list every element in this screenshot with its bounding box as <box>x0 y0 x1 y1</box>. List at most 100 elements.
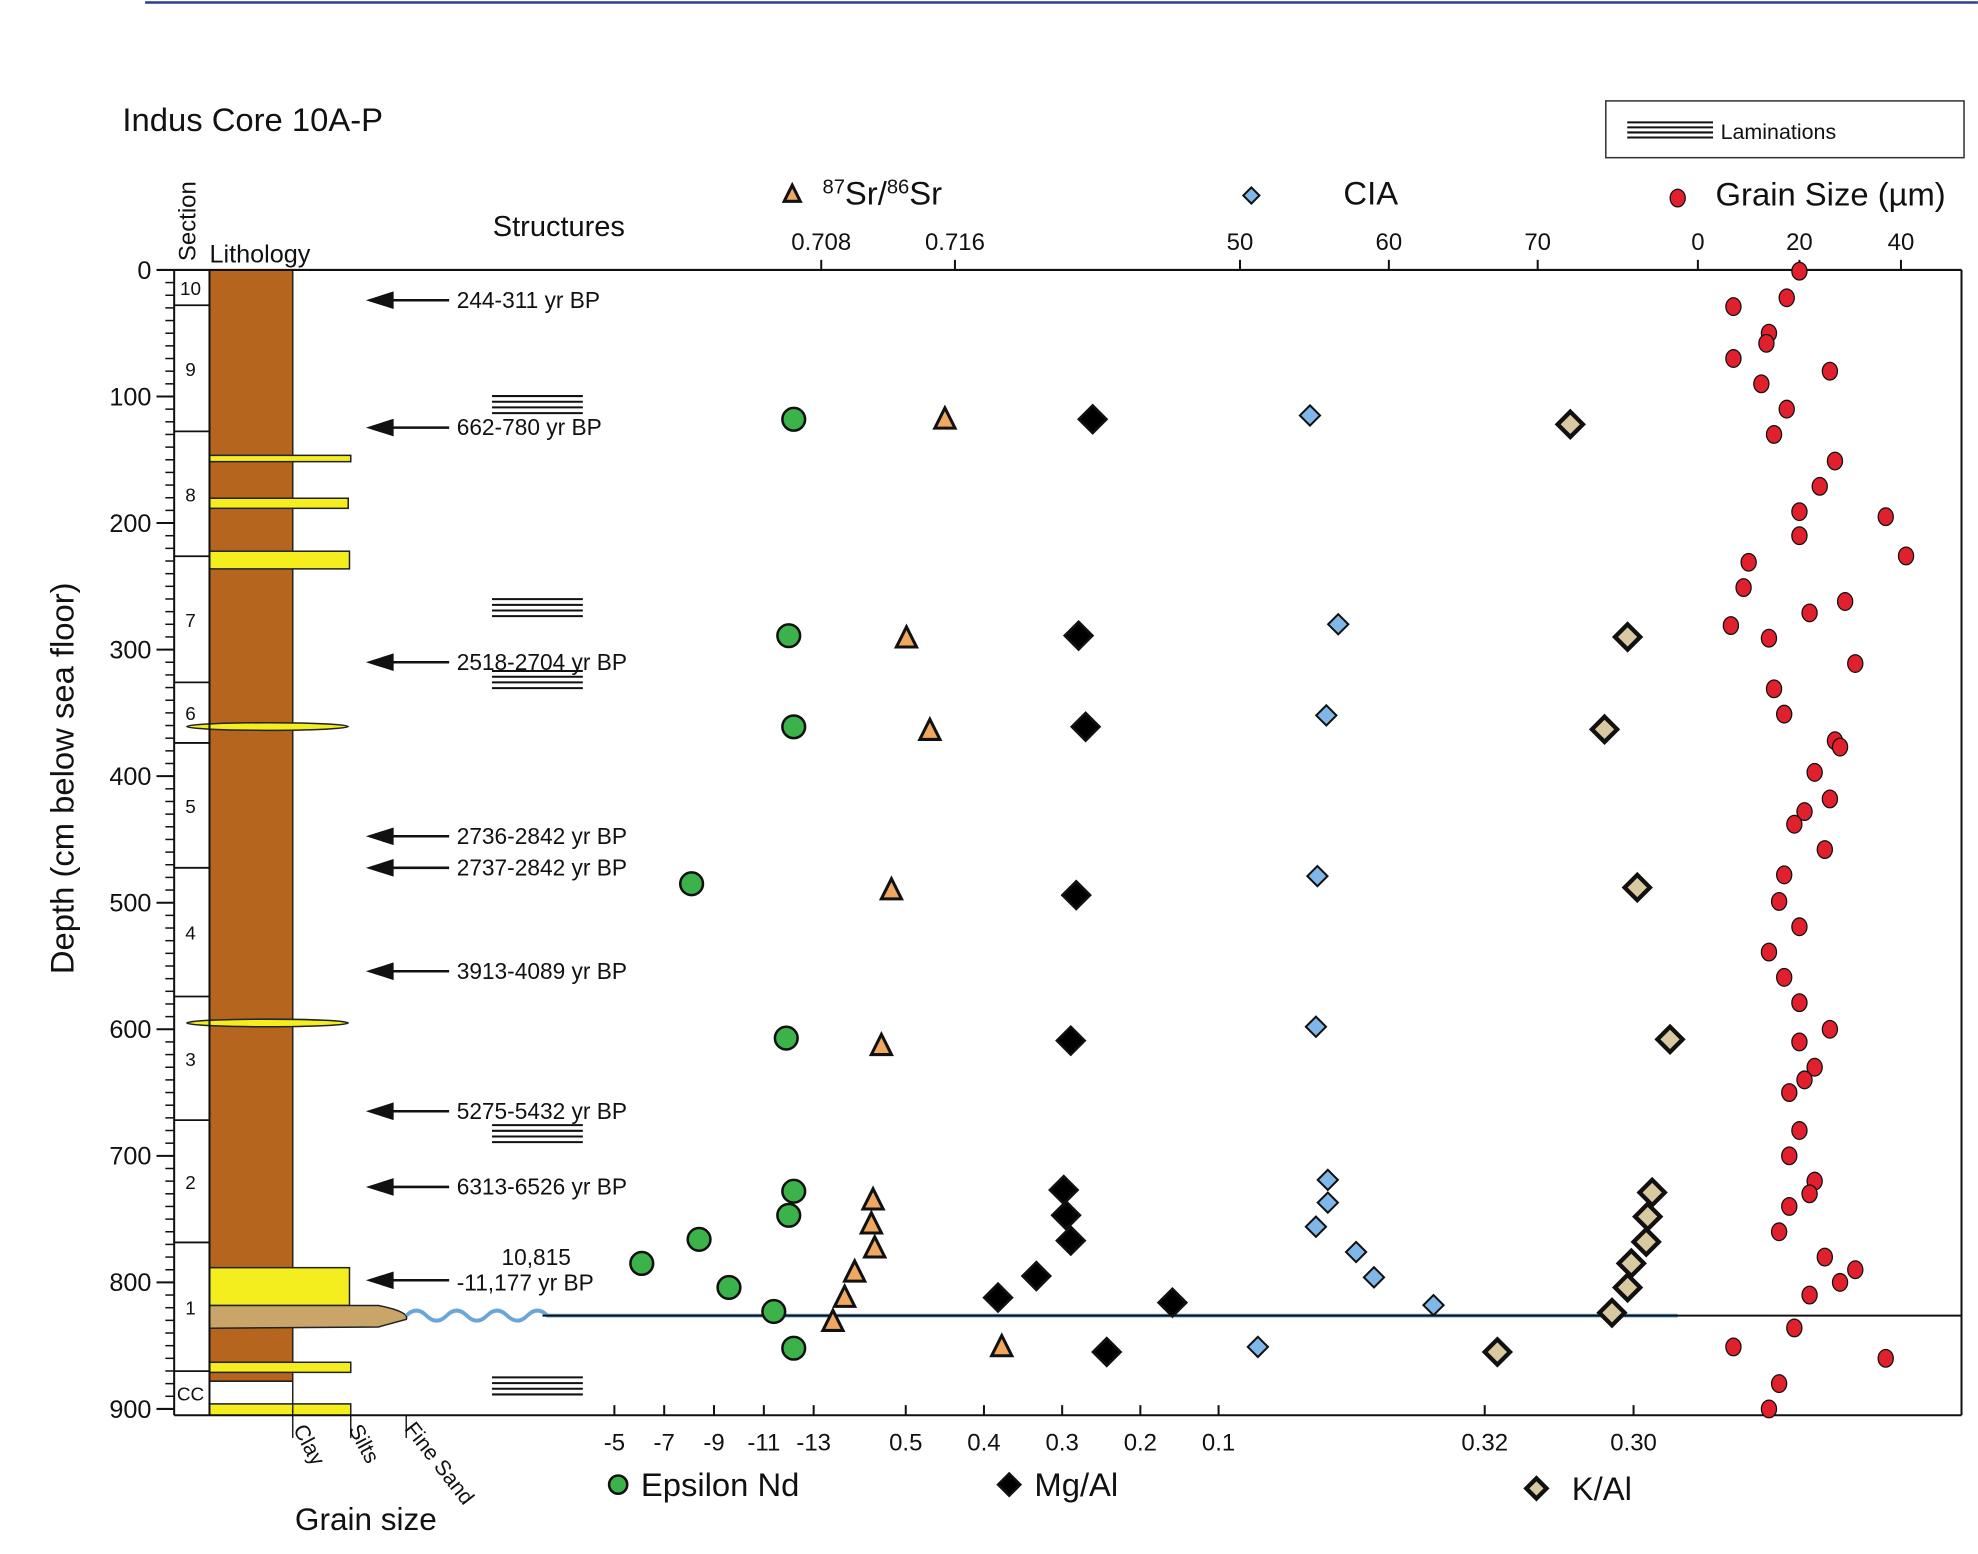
point <box>868 1030 894 1057</box>
point <box>1796 802 1813 822</box>
point <box>1831 1272 1849 1292</box>
point <box>776 1202 802 1228</box>
legend-label-part: Sr <box>909 174 942 211</box>
point <box>1304 1215 1328 1239</box>
x-tick-label: 0.2 <box>1124 1430 1157 1457</box>
legend-box <box>1605 100 1965 159</box>
x-tick-label: 40 <box>1888 229 1915 256</box>
point <box>1632 1200 1664 1233</box>
point <box>1630 1226 1662 1258</box>
section-label: 5 <box>185 797 196 818</box>
point <box>773 1025 799 1051</box>
point <box>1775 967 1793 987</box>
point <box>1725 349 1742 368</box>
point <box>1735 578 1752 598</box>
point <box>1877 507 1894 527</box>
point <box>1362 1265 1386 1289</box>
point <box>1740 552 1757 572</box>
point <box>1877 1348 1894 1368</box>
y-tick-label: 700 <box>109 1143 151 1171</box>
point <box>1344 1240 1368 1264</box>
point <box>1801 1184 1818 1204</box>
point <box>893 623 920 649</box>
point <box>1791 993 1808 1013</box>
point <box>1811 476 1828 496</box>
age-label: 662-780 yr BP <box>457 414 602 440</box>
legend-label: Mg/Al <box>1034 1466 1118 1503</box>
section-label: 10 <box>180 279 201 300</box>
x-tick-label: 0 <box>1691 229 1704 256</box>
x-tick-label: 0.3 <box>1046 1430 1079 1457</box>
point <box>1156 1286 1189 1319</box>
section-label: 2 <box>185 1173 196 1194</box>
point <box>820 1306 846 1332</box>
point <box>1421 1293 1446 1317</box>
point <box>1077 403 1109 435</box>
x-tick-label: -9 <box>703 1430 724 1457</box>
legend-marker <box>781 181 803 203</box>
y-tick-label: 300 <box>109 636 151 664</box>
age-arrowhead <box>365 1178 394 1196</box>
section-label: 4 <box>185 924 196 945</box>
x-tick-label: 0.708 <box>791 229 851 256</box>
point <box>982 1281 1014 1314</box>
point <box>1791 1121 1808 1140</box>
point <box>1801 1285 1818 1305</box>
legend-label: 87Sr/86Sr <box>823 174 943 211</box>
point <box>1062 620 1095 652</box>
age-arrowhead <box>365 858 394 877</box>
point <box>781 1335 807 1361</box>
section-header: Section <box>175 181 202 261</box>
age-arrowhead <box>365 1102 394 1121</box>
point <box>781 714 807 740</box>
lamination-symbol <box>1627 121 1714 139</box>
section-label: 6 <box>185 704 196 725</box>
y-tick-label: 900 <box>109 1396 151 1424</box>
point <box>1725 1337 1742 1357</box>
x-tick-label: 0.716 <box>925 229 985 256</box>
point <box>1020 1260 1053 1292</box>
point <box>1615 1247 1647 1280</box>
point <box>1246 1335 1270 1359</box>
point <box>1314 703 1338 727</box>
point <box>1091 1336 1123 1368</box>
legend-label-part: Sr/ <box>845 174 888 211</box>
point <box>1781 1146 1798 1166</box>
lithology-header: Lithology <box>209 240 310 268</box>
x-tick-label: 20 <box>1786 229 1813 256</box>
legend-label: Laminations <box>1721 120 1837 144</box>
x-tick-label: 0.4 <box>967 1430 1000 1457</box>
point <box>1786 1318 1803 1338</box>
y-tick-label: 800 <box>109 1269 151 1297</box>
point <box>781 1178 807 1204</box>
point <box>1636 1176 1668 1209</box>
x-tick-label: 0.32 <box>1461 1430 1508 1457</box>
legend-label: CIA <box>1343 174 1398 211</box>
x-tick-label: 0.1 <box>1202 1430 1235 1457</box>
point <box>1588 713 1621 745</box>
point <box>1621 871 1653 904</box>
point <box>1826 451 1844 471</box>
legend-marker <box>996 1471 1023 1498</box>
x-tick-label: -11 <box>747 1430 780 1457</box>
point <box>1821 789 1839 809</box>
point <box>781 406 807 432</box>
point <box>1596 1297 1628 1329</box>
x-tick-label: 70 <box>1524 229 1551 256</box>
age-arrowhead <box>365 962 394 981</box>
point <box>1316 1191 1340 1215</box>
point <box>1791 261 1808 281</box>
point <box>858 1209 884 1235</box>
point <box>1831 737 1849 757</box>
point <box>842 1257 868 1283</box>
point <box>1778 288 1795 308</box>
point <box>1611 621 1644 653</box>
x-tick-label: -13 <box>796 1430 831 1457</box>
age-arrowhead <box>365 418 394 437</box>
point <box>1791 526 1808 546</box>
point <box>1654 1023 1686 1056</box>
point <box>1554 408 1586 440</box>
point <box>989 1332 1015 1358</box>
y-tick-label: 0 <box>137 257 151 285</box>
